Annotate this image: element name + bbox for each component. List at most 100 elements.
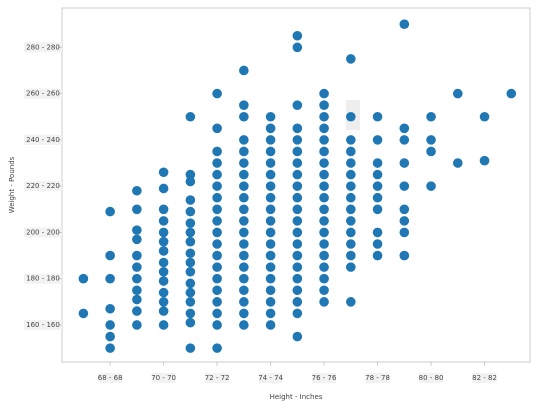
point [346, 204, 356, 215]
point [212, 158, 222, 168]
x-tick-bg [312, 373, 337, 383]
point [292, 216, 303, 226]
point [158, 287, 169, 298]
point [132, 250, 142, 261]
y-tick-bg [24, 273, 62, 284]
point [185, 111, 196, 122]
y-tick-bg [24, 319, 62, 330]
point [212, 146, 222, 157]
point [185, 297, 196, 307]
point [132, 234, 142, 245]
point [239, 239, 249, 249]
point [319, 216, 329, 226]
point [319, 250, 329, 261]
point [239, 146, 249, 157]
point [212, 250, 222, 261]
point [239, 273, 249, 284]
point [158, 246, 169, 256]
point [346, 111, 356, 122]
point [346, 146, 356, 157]
point [212, 308, 222, 319]
point [158, 216, 169, 226]
point [212, 343, 222, 353]
y-tick-bg [24, 42, 62, 53]
point [399, 216, 410, 226]
x-tick-label: 70 - 70 [151, 374, 176, 382]
point [132, 294, 142, 305]
point [239, 100, 249, 110]
point [185, 278, 196, 289]
x-tick-label: 76 - 76 [312, 374, 337, 382]
point [265, 239, 276, 249]
x-tick-label: 80 - 80 [419, 374, 444, 382]
point [346, 297, 356, 307]
point [158, 257, 169, 268]
point [372, 250, 383, 261]
point [292, 181, 303, 191]
point [319, 204, 329, 215]
point [212, 192, 222, 203]
point [399, 181, 410, 191]
point [372, 169, 383, 180]
point [239, 285, 249, 296]
point [239, 227, 249, 238]
point [105, 303, 115, 314]
point [265, 135, 276, 145]
x-tick-bg [365, 373, 390, 383]
point [292, 123, 303, 134]
point [452, 158, 463, 168]
x-tick-label: 68 - 68 [98, 374, 123, 382]
point [292, 100, 303, 110]
point [239, 250, 249, 261]
point [346, 158, 356, 168]
point [319, 111, 329, 122]
point [319, 262, 329, 272]
x-tick-label: 74 - 74 [258, 374, 283, 382]
point [399, 227, 410, 238]
point [239, 216, 249, 226]
point [292, 30, 303, 41]
point [105, 331, 115, 342]
point [239, 192, 249, 203]
point [265, 297, 276, 307]
point [372, 158, 383, 168]
x-tick-label: 82 - 82 [472, 374, 497, 382]
point [239, 65, 249, 76]
point [239, 262, 249, 272]
point [319, 158, 329, 168]
point [185, 195, 196, 205]
point [399, 250, 410, 261]
point [185, 236, 196, 247]
point [132, 204, 142, 215]
point [292, 42, 303, 53]
point [158, 227, 169, 238]
point [292, 169, 303, 180]
point [185, 308, 196, 319]
point [185, 176, 196, 187]
point [265, 250, 276, 261]
x-tick-label: 72 - 72 [205, 374, 230, 382]
y-tick-bg [24, 134, 62, 145]
x-tick-label: 78 - 78 [365, 374, 390, 382]
point [239, 111, 249, 122]
point [292, 262, 303, 272]
point [399, 135, 410, 145]
point [346, 135, 356, 145]
y-tick-label: 200 - 200 [26, 228, 60, 236]
point [132, 320, 142, 330]
point [319, 192, 329, 203]
point [185, 266, 196, 277]
point [292, 146, 303, 157]
point [158, 276, 169, 286]
point [346, 169, 356, 180]
y-tick-bg [24, 181, 62, 192]
y-tick-bg [24, 227, 62, 238]
point [265, 216, 276, 226]
point [292, 331, 303, 342]
point [346, 239, 356, 249]
point [346, 181, 356, 191]
point [292, 297, 303, 307]
y-tick-label: 160 - 160 [26, 321, 60, 329]
point [265, 111, 276, 122]
point [105, 273, 115, 284]
